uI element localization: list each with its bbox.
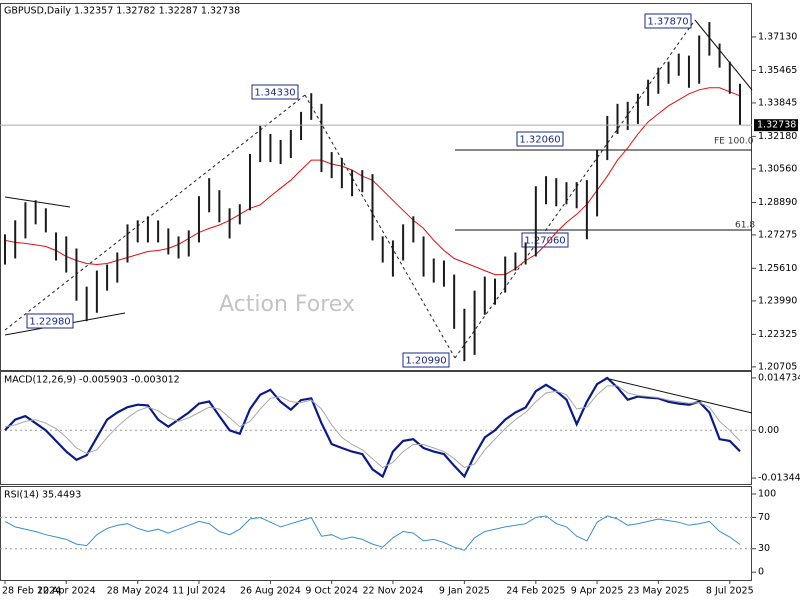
- watermark: Action Forex: [219, 292, 355, 317]
- y-tick-label: 0.014734: [758, 372, 800, 383]
- series-line: [4, 376, 741, 479]
- fib-label: FE 100.0: [714, 137, 754, 147]
- price-panel-frame: [0, 3, 752, 371]
- trend-line: [694, 19, 753, 91]
- annotation: 1.34330: [254, 88, 295, 99]
- annotation: 1.27060: [524, 236, 565, 247]
- rsi-title: RSI(14) 35.4493: [4, 490, 81, 501]
- y-tick-label: 0: [758, 567, 764, 578]
- x-tick-label: 28 May 2024: [107, 586, 169, 597]
- x-tick-label: 9 Jan 2025: [439, 586, 490, 597]
- y-tick-label: 1.37130: [758, 31, 797, 42]
- series-line: [4, 385, 741, 469]
- x-tick-label: 26 Aug 2024: [240, 586, 301, 597]
- y-tick-label: 1.27275: [758, 229, 797, 240]
- y-tick-label: 0.00: [758, 425, 779, 436]
- x-tick-label: 11 Jul 2024: [172, 586, 226, 597]
- x-tick-label: 9 Apr 2025: [571, 586, 624, 597]
- macd-panel-frame: [0, 371, 752, 485]
- x-tick-label: 28 Feb 2024: [2, 586, 61, 597]
- annotation: 1.37870: [647, 17, 688, 28]
- last-price-box: [754, 119, 798, 132]
- annotation-box: [402, 352, 450, 368]
- y-tick-label: 1.23990: [758, 295, 797, 306]
- wave-line: [304, 94, 456, 359]
- y-tick-label: 30: [758, 543, 770, 554]
- trend-lines: [4, 19, 753, 414]
- x-tick-label: 8 Jul 2025: [706, 586, 754, 597]
- annotation: 1.22980: [29, 317, 70, 328]
- series-line: [4, 515, 741, 551]
- y-tick-label: 1.28890: [758, 197, 797, 208]
- y-tick-label: -0.013442: [758, 473, 800, 484]
- y-tick-label: 1.22325: [758, 329, 797, 340]
- annotations: 1.37870 1.34330 1.32060 1.27060 1.22980 …: [26, 13, 692, 368]
- y-tick-label: 1.32180: [758, 131, 797, 142]
- x-tick-label: 24 Feb 2025: [506, 586, 565, 597]
- annotation-box: [251, 84, 299, 100]
- wave-lines: [4, 19, 696, 359]
- annotation: 1.32060: [519, 135, 560, 146]
- y-tick-label: 1.30560: [758, 163, 797, 174]
- x-tick-label: 9 Oct 2024: [305, 586, 358, 597]
- y-tick-label: 1.20705: [758, 361, 797, 372]
- y-tick-label: 1.35465: [758, 65, 797, 76]
- trend-line: [604, 377, 753, 414]
- rsi-panel-frame: [0, 486, 752, 581]
- last-price-label: 1.32738: [757, 120, 796, 131]
- y-tick-label: 1.33845: [758, 97, 797, 108]
- y-tick-label: 70: [758, 512, 770, 523]
- x-tick-label: 12 Apr 2024: [37, 586, 96, 597]
- annotation: 1.20990: [405, 356, 446, 367]
- annotation-box: [26, 313, 74, 329]
- x-tick-label: 22 Nov 2024: [362, 586, 423, 597]
- x-tick-label: 23 May 2025: [627, 586, 689, 597]
- y-tick-label: 100: [758, 489, 776, 500]
- trend-line: [4, 196, 71, 208]
- y-tick-label: 1.25610: [758, 263, 797, 274]
- annotation-box: [644, 13, 692, 29]
- fib-label: 61.8: [735, 221, 755, 231]
- macd-title: MACD(12,26,9) -0.005903 -0.003012: [4, 375, 180, 386]
- annotation-box: [516, 131, 564, 147]
- price-title: GBPUSD,Daily 1.32357 1.32782 1.32287 1.3…: [4, 6, 240, 17]
- annotation-box: [521, 232, 569, 248]
